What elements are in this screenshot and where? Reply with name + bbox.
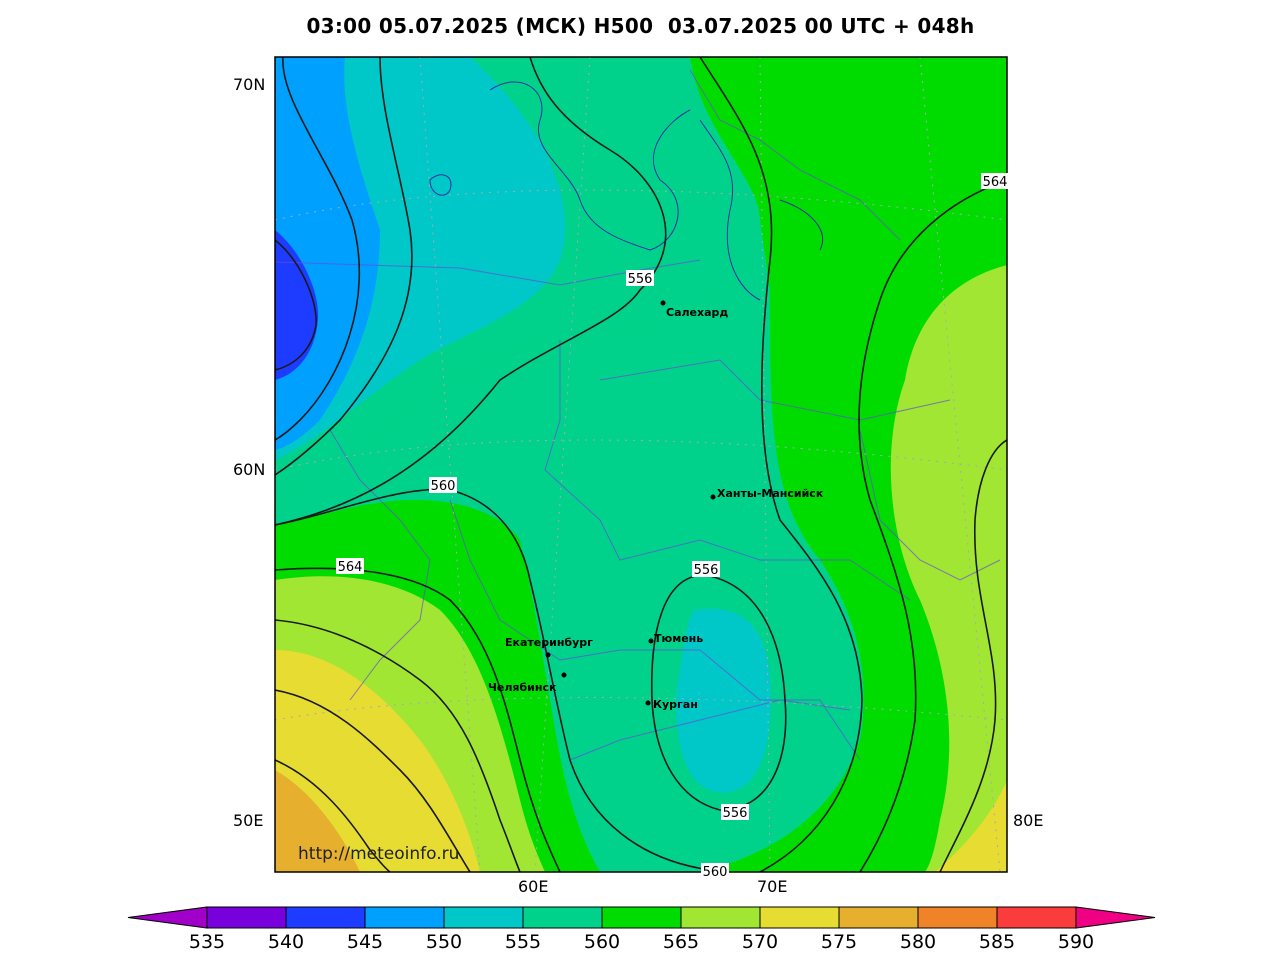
borders <box>275 69 1001 761</box>
geopotential-fill <box>275 57 1007 872</box>
colorbar-segment <box>917 906 998 929</box>
city-label-salekhard: Салехард <box>666 306 729 319</box>
contour-label: 556 <box>626 270 654 287</box>
colorbar-tick-label: 590 <box>1057 931 1095 953</box>
colorbar-tick-label: 585 <box>978 931 1016 953</box>
colorbar-tick-label: 570 <box>741 931 779 953</box>
svg-text:556: 556 <box>628 272 653 287</box>
svg-text:560: 560 <box>703 865 728 880</box>
contour-label: 564 <box>981 173 1009 190</box>
city-label-khanty-mansiysk: Ханты-Мансийск <box>717 487 824 500</box>
colorbar-tick-label: 580 <box>899 931 937 953</box>
colorbar <box>127 906 1156 929</box>
map-frame <box>274 56 1008 873</box>
colorbar-segment <box>680 906 761 929</box>
colorbar-tick-label: 565 <box>662 931 700 953</box>
colorbar-tick-label: 550 <box>425 931 463 953</box>
lon-label-80e: 80E <box>1013 811 1044 830</box>
lat-label-60n: 60N <box>233 460 266 479</box>
city-label-tyumen: Тюмень <box>654 632 704 645</box>
graticule <box>275 57 1007 872</box>
colorbar-tick-label: 545 <box>346 931 384 953</box>
contour-lines <box>275 57 1007 872</box>
colorbar-segment <box>364 906 445 929</box>
colorbar-tick-label: 535 <box>188 931 226 953</box>
colorbar-tick-label: 575 <box>820 931 858 953</box>
city-dot <box>545 652 551 658</box>
city-dot <box>561 672 567 678</box>
lat-label-70n: 70N <box>233 75 266 94</box>
colorbar-segment <box>759 906 840 929</box>
contour-label: 556 <box>692 561 720 578</box>
svg-text:556: 556 <box>723 806 748 821</box>
source-url[interactable]: http://meteoinfo.ru <box>298 844 460 864</box>
lon-label-50e: 50E <box>233 811 264 830</box>
coastline <box>429 81 824 301</box>
city-dot-layer <box>545 300 716 706</box>
contour-label: 564 <box>336 558 364 575</box>
city-label-yekaterinburg: Екатеринбург <box>505 636 593 649</box>
colorbar-segment <box>206 906 287 929</box>
colorbar-segment <box>601 906 682 929</box>
svg-text:556: 556 <box>694 563 719 578</box>
lon-label-70e: 70E <box>757 877 788 896</box>
colorbar-tick-label: 555 <box>504 931 542 953</box>
svg-text:564: 564 <box>983 175 1008 190</box>
colorbar-segment <box>285 906 366 929</box>
colorbar-segment <box>443 906 524 929</box>
colorbar-tick-label: 540 <box>267 931 305 953</box>
colorbar-segment <box>522 906 603 929</box>
city-dot <box>660 300 666 306</box>
contour-label-layer: 556 560 564 564 556 556 560 <box>336 173 1009 880</box>
colorbar-tick-label: 560 <box>583 931 621 953</box>
colorbar-arrow-right <box>1075 906 1156 929</box>
contour-label: 560 <box>701 863 729 880</box>
city-dot <box>645 700 651 706</box>
colorbar-segment <box>838 906 919 929</box>
city-label-chelyabinsk: Челябинск <box>488 681 557 694</box>
map-title: 03:00 05.07.2025 (МСК) H500 03.07.2025 0… <box>306 14 975 38</box>
contour-label: 560 <box>429 477 457 494</box>
lon-label-60e: 60E <box>518 877 549 896</box>
colorbar-segment <box>996 906 1077 929</box>
colorbar-arrow-left <box>127 906 208 929</box>
contour-label: 556 <box>721 804 749 821</box>
city-label-kurgan: Курган <box>653 698 698 711</box>
city-dot <box>710 494 716 500</box>
city-dot <box>648 638 654 644</box>
svg-text:560: 560 <box>431 479 456 494</box>
svg-text:564: 564 <box>338 560 363 575</box>
